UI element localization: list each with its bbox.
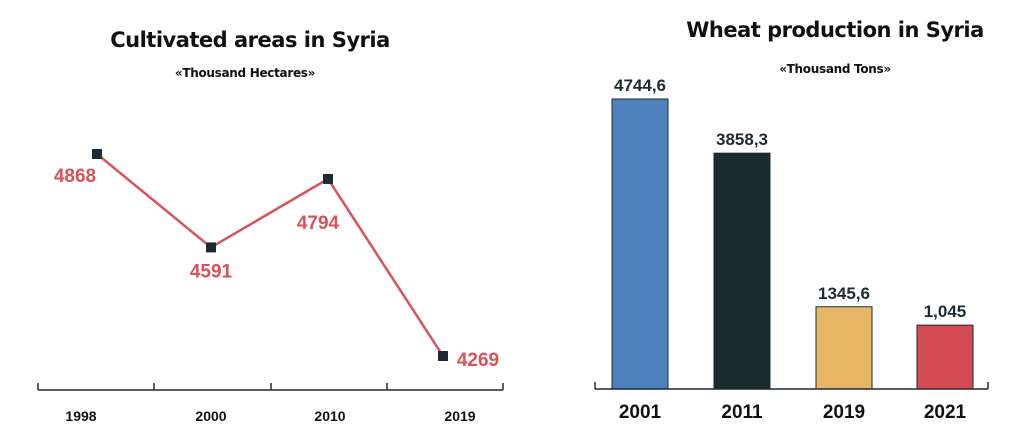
series-line — [96, 153, 445, 357]
bar — [815, 306, 873, 390]
chart-subtitle: «Thousand Tons» — [779, 62, 891, 76]
x-tick-label: 2001 — [619, 402, 662, 423]
wheat-production-chart: Wheat production in Syria «Thousand Tons… — [560, 0, 1024, 441]
chart-title: Wheat production in Syria — [686, 18, 984, 42]
data-point-marker — [438, 351, 448, 361]
bar — [916, 324, 974, 390]
x-tick-label: 2019 — [444, 408, 475, 424]
x-tick-label: 2021 — [924, 402, 967, 423]
data-label: 4744,6 — [614, 76, 666, 95]
x-tick-label: 1998 — [65, 408, 96, 424]
cultivated-areas-chart: Cultivated areas in Syria «Thousand Hect… — [37, 28, 504, 424]
data-point-marker — [323, 173, 333, 184]
data-label: 4868 — [54, 166, 96, 187]
bar-chart-plot: 4744,6 2001 3858,3 2011 1345,6 2019 1,045 2021 — [594, 76, 989, 423]
data-point-marker — [206, 242, 216, 253]
data-label: 1,045 — [924, 302, 967, 321]
x-tick-label: 2000 — [195, 408, 226, 424]
data-label: 1345,6 — [818, 284, 870, 303]
data-label: 4591 — [190, 261, 233, 282]
data-label: 4794 — [297, 213, 340, 234]
data-point-marker — [92, 149, 102, 159]
x-tick-label: 2019 — [823, 402, 865, 423]
data-label: 3858,3 — [716, 130, 768, 149]
data-label: 4269 — [457, 350, 499, 371]
x-tick-label: 2010 — [314, 408, 345, 424]
chart-subtitle: «Thousand Hectares» — [174, 66, 316, 80]
line-chart-plot: 4868 4591 4794 4269 1998 2000 2010 2019 — [37, 149, 504, 424]
bar — [713, 152, 771, 390]
bar — [611, 98, 669, 390]
chart-title: Cultivated areas in Syria — [110, 28, 390, 52]
x-tick-label: 2011 — [721, 402, 763, 423]
